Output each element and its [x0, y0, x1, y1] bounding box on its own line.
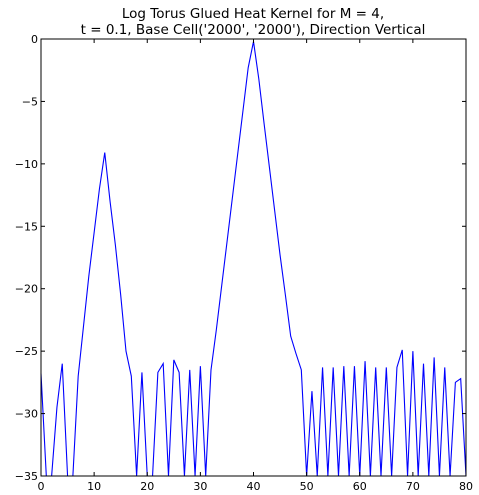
x-tick-label: 70 — [406, 480, 420, 493]
chart-title-line-1: Log Torus Glued Heat Kernel for M = 4, — [122, 6, 384, 22]
x-tick-label: 20 — [140, 480, 154, 493]
axes-frame — [40, 38, 467, 477]
x-tick-label: 0 — [38, 480, 45, 493]
chart-title-line-2: t = 0.1, Base Cell('2000', '2000'), Dire… — [81, 22, 426, 38]
x-tick-label: 10 — [87, 480, 101, 493]
x-tick-label: 50 — [300, 480, 314, 493]
x-tick-label: 30 — [193, 480, 207, 493]
x-tick-label: 40 — [247, 480, 261, 493]
y-tick-label: −30 — [15, 408, 38, 421]
x-tick-label: 80 — [459, 480, 473, 493]
x-tick-label: 60 — [353, 480, 367, 493]
y-tick-label: −35 — [15, 470, 38, 483]
y-tick-label: −10 — [15, 158, 38, 171]
y-tick-label: 0 — [31, 33, 38, 46]
y-tick-label: −5 — [22, 95, 38, 108]
y-tick-label: −15 — [15, 220, 38, 233]
y-tick-label: −20 — [15, 283, 38, 296]
y-tick-label: −25 — [15, 345, 38, 358]
plot-area: 0 10 20 30 40 50 60 70 80 0 −5 −10 −15 −20 −25 −30 −35 — [15, 33, 473, 493]
series-line-0 — [40, 41, 467, 477]
